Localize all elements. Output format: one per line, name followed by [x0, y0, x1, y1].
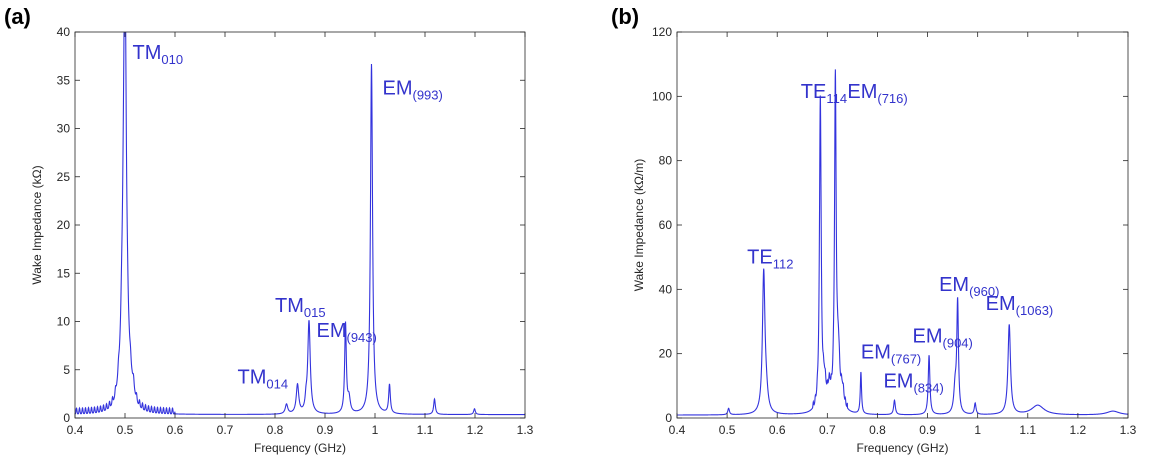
mode-annotation-sub: 114 [826, 91, 847, 106]
mode-annotation: EM(834) [883, 370, 943, 395]
mode-annotation-main: TM [133, 42, 162, 64]
mode-annotation-main: EM [383, 78, 413, 100]
y-tick-label: 40 [57, 25, 71, 39]
mode-annotation: EM(993) [383, 78, 443, 103]
y-tick-label: 25 [57, 170, 71, 184]
x-tick-label: 1.3 [517, 423, 534, 437]
y-tick-label: 30 [57, 122, 71, 136]
mode-annotation-sub: (1063) [1016, 303, 1054, 318]
mode-annotation-main: EM [861, 341, 891, 363]
x-tick-label: 1.3 [1120, 423, 1137, 437]
x-tick-label: 0.6 [769, 423, 786, 437]
series-line [677, 69, 1128, 416]
mode-annotation: TM010 [133, 42, 184, 67]
y-tick-label: 35 [57, 73, 71, 87]
mode-annotation: TE112 [747, 247, 793, 272]
mode-annotation: EM(1063) [986, 293, 1054, 318]
x-tick-label: 1 [372, 423, 379, 437]
y-tick-label: 0 [63, 411, 70, 425]
mode-annotation-sub: (960) [969, 284, 999, 299]
series-line [75, 32, 525, 416]
mode-annotation-main: EM [913, 325, 943, 347]
mode-annotation-sub: 014 [266, 376, 288, 391]
y-axis-label: Wake Impedance (kΩ/m) [632, 159, 646, 292]
x-tick-label: 0.4 [67, 423, 84, 437]
mode-annotation: EM(904) [913, 325, 973, 350]
y-tick-label: 0 [665, 411, 672, 425]
mode-annotation-main: TM [275, 295, 304, 317]
mode-annotation: EM(943) [317, 320, 377, 345]
mode-annotation-sub: 015 [304, 305, 326, 320]
chart-panel-1: (b) 0.4 0.5 0.6 0.7 0.8 0.9 1 1.1 1.2 1.3 0 20 40 60 80… [611, 4, 1137, 455]
y-axis-label: Wake Impedance (kΩ) [30, 165, 44, 284]
x-axis-label: Frequency (GHz) [254, 441, 346, 455]
x-tick-label: 0.8 [267, 423, 284, 437]
y-tick-label: 60 [659, 218, 673, 232]
panel-label: (a) [4, 4, 31, 29]
y-tick-label: 100 [652, 89, 672, 103]
mode-annotation-main: EM [986, 293, 1016, 315]
mode-annotation-sub: (943) [347, 330, 377, 345]
mode-annotation-main: EM [883, 370, 913, 392]
mode-annotation-main: TE [747, 247, 773, 269]
mode-annotation-sub: (767) [891, 351, 921, 366]
x-tick-label: 0.4 [669, 423, 686, 437]
y-tick-label: 20 [57, 218, 71, 232]
axes-box [74, 31, 526, 419]
mode-annotation-sub: (904) [943, 335, 973, 350]
mode-annotation: EM(716) [847, 81, 907, 106]
mode-annotation-sub: (716) [877, 91, 907, 106]
chart-panel-0: (a) 0.4 0.5 0.6 0.7 0.8 0.9 1 1.1 1.2 1.3 0 5 10 15 20 2… [4, 4, 534, 455]
y-tick-label: 5 [63, 363, 70, 377]
mode-annotation-sub: 010 [161, 52, 183, 67]
x-tick-label: 1.1 [1019, 423, 1036, 437]
y-tick-label: 80 [659, 154, 673, 168]
mode-annotation: TE114 [801, 81, 847, 106]
mode-annotation-main: EM [939, 274, 969, 296]
panel-label: (b) [611, 4, 639, 29]
x-tick-label: 0.7 [217, 423, 234, 437]
x-tick-label: 1.1 [417, 423, 434, 437]
y-tick-label: 40 [659, 282, 673, 296]
mode-annotation: EM(767) [861, 341, 921, 366]
mode-annotation: TM015 [275, 295, 326, 320]
x-tick-label: 0.5 [719, 423, 736, 437]
mode-annotation-sub: 112 [773, 257, 794, 272]
x-tick-label: 0.8 [869, 423, 886, 437]
mode-annotation-main: EM [847, 81, 877, 103]
mode-annotation-main: TM [238, 366, 267, 388]
x-tick-label: 1.2 [467, 423, 484, 437]
mode-annotation-main: TE [801, 81, 827, 103]
x-tick-label: 0.6 [167, 423, 184, 437]
mode-annotation-main: EM [317, 320, 347, 342]
mode-annotation-sub: (834) [913, 380, 943, 395]
x-axis-label: Frequency (GHz) [856, 441, 948, 455]
x-tick-label: 0.7 [819, 423, 836, 437]
mode-annotation: EM(960) [939, 274, 999, 299]
y-tick-label: 120 [652, 25, 672, 39]
y-tick-label: 20 [659, 347, 673, 361]
x-tick-label: 1.2 [1070, 423, 1087, 437]
y-tick-label: 15 [57, 266, 71, 280]
x-tick-label: 0.9 [317, 423, 334, 437]
y-tick-label: 10 [57, 315, 71, 329]
mode-annotation: TM014 [238, 366, 289, 391]
x-tick-label: 0.9 [919, 423, 936, 437]
x-tick-label: 0.5 [117, 423, 134, 437]
x-tick-label: 1 [974, 423, 981, 437]
mode-annotation-sub: (993) [413, 88, 443, 103]
